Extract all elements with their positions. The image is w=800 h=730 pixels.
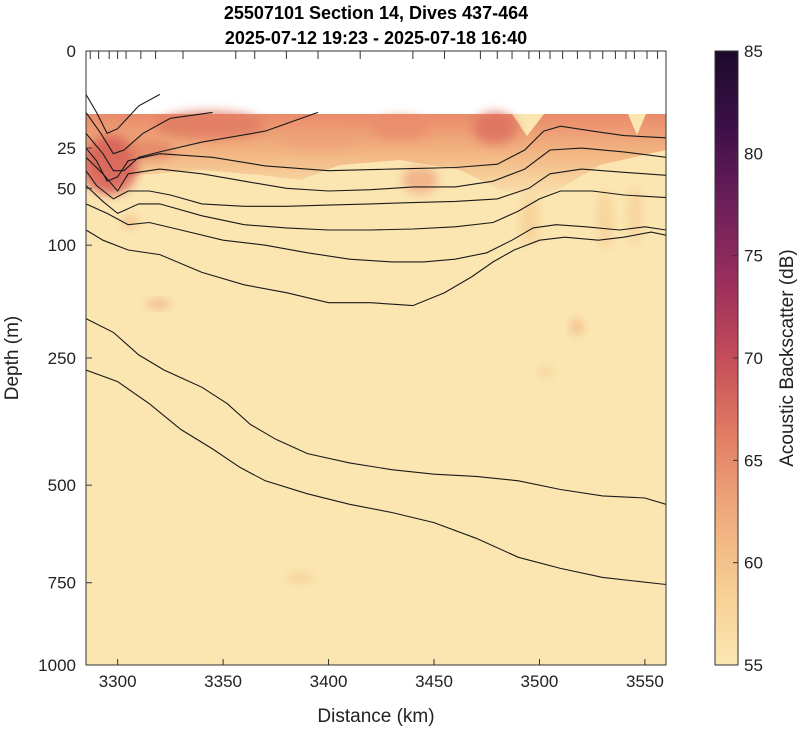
contour-line-9 [86,229,666,307]
colorbar-label: Acoustic Backscatter (dB) [777,249,798,467]
y-tick-label: 25 [57,139,76,158]
y-tick-label: 750 [48,574,76,593]
x-tick-label: 3300 [99,672,137,691]
colorbar-tick-label: 75 [744,247,763,266]
y-axis-label: Depth (m) [2,316,23,400]
colorbar-tick-label: 55 [744,656,763,675]
colorbar-tick-label: 65 [744,451,763,470]
x-tick-label: 3400 [310,672,348,691]
x-axis-label: Distance (km) [317,706,434,727]
y-tick-label: 1000 [38,656,76,675]
colorbar-ticks: 55 60 65 70 75 80 85 [733,42,763,675]
x-tick-label: 3550 [626,672,664,691]
x-tick-label: 3350 [204,672,242,691]
x-tick-label: 3500 [521,672,559,691]
contour-line-7 [86,185,666,231]
contour-line-4 [86,125,666,182]
contour-line-3 [86,111,319,172]
colorbar-tick-label: 60 [744,554,763,573]
contour-line-8 [86,203,666,263]
contour-line-2 [86,111,213,155]
y-axis: 0 25 50 100 250 500 750 1000 [38,42,92,675]
colorbar-tick-label: 70 [744,349,763,368]
contour-line-10 [86,318,666,505]
contour-line-5 [86,147,666,192]
y-tick-label: 0 [67,42,76,61]
colorbar: 55 60 65 70 75 80 85 Acoustic Backscatter (dB) [714,42,798,675]
y-tick-label: 50 [57,179,76,198]
contour-line-1 [86,93,161,135]
dive-markers [89,51,659,59]
colorbar-tick-label: 80 [744,144,763,163]
y-tick-label: 500 [48,476,76,495]
contour-line-11 [86,369,666,586]
chart-subtitle: 2025-07-12 19:23 - 2025-07-18 16:40 [225,28,527,48]
contour-lines [86,93,666,586]
backscatter-field [86,111,666,665]
chart-title: 25507101 Section 14, Dives 437-464 [224,3,528,23]
x-axis: 3300 3350 3400 3450 3500 3550 [99,659,664,691]
contour-line-6 [86,168,666,207]
y-tick-label: 250 [48,349,76,368]
y-tick-label: 100 [48,236,76,255]
plot-area [86,51,666,665]
x-tick-label: 3450 [415,672,453,691]
colorbar-tick-label: 85 [744,42,763,61]
